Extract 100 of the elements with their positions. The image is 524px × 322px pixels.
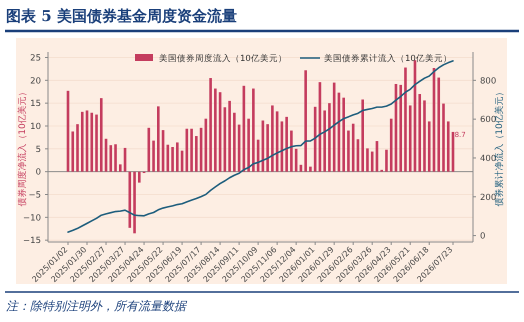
bar	[437, 78, 440, 172]
bar	[290, 130, 293, 172]
bar	[256, 140, 260, 172]
y2-tick-label: 200	[480, 192, 496, 203]
bar	[162, 130, 164, 172]
bar	[332, 82, 336, 172]
bar	[147, 128, 150, 172]
chart-title: 图表 5 美国债券基金周度资金流量	[6, 7, 237, 25]
bar	[285, 116, 288, 172]
bar	[432, 68, 436, 172]
bar	[204, 118, 208, 172]
bar	[200, 128, 202, 172]
y-tick-label: 5	[36, 144, 41, 155]
bar	[124, 148, 126, 172]
bar	[218, 92, 222, 172]
bar	[76, 124, 79, 172]
y-tick-label: 25	[30, 53, 41, 64]
bar	[309, 166, 312, 172]
bar	[361, 100, 364, 172]
y-axis-title: 债券周度净流入（10亿美元）	[17, 87, 28, 207]
y2-tick-label: 800	[480, 76, 496, 86]
bar	[390, 118, 393, 172]
bar	[176, 142, 179, 172]
bar	[342, 98, 345, 172]
bar	[224, 107, 226, 172]
bar	[95, 114, 98, 172]
bar	[418, 94, 422, 172]
bar	[304, 70, 307, 172]
bar	[442, 104, 445, 172]
bar	[356, 139, 360, 172]
bar	[214, 88, 217, 172]
bar	[385, 150, 388, 172]
y-tick-label: 0	[36, 168, 41, 178]
bar	[252, 88, 255, 172]
bar	[133, 172, 136, 234]
bar	[404, 68, 407, 172]
bar	[300, 164, 302, 172]
bar	[228, 100, 231, 172]
bar	[318, 82, 322, 172]
y2-tick-label: 400	[480, 154, 496, 164]
bar	[399, 84, 402, 172]
bar	[408, 105, 412, 172]
bar	[323, 110, 326, 172]
bar	[452, 132, 454, 172]
legend-label: 美国债券累计流入（10亿美元）	[324, 53, 452, 64]
bar	[280, 121, 284, 172]
bar	[157, 106, 160, 172]
bar	[128, 172, 132, 228]
bar	[370, 152, 374, 172]
bar	[394, 84, 398, 172]
bar	[190, 128, 193, 172]
y-tick-label: −10	[23, 213, 41, 224]
bar	[428, 121, 431, 172]
bar	[276, 111, 278, 172]
bar	[233, 112, 236, 172]
bar	[90, 112, 94, 172]
bar	[366, 148, 369, 172]
bar	[314, 106, 316, 172]
bar	[294, 148, 298, 172]
bar	[80, 112, 84, 172]
bar	[209, 78, 212, 172]
bar	[347, 130, 350, 172]
bar	[100, 98, 103, 172]
legend-label: 美国债券周度流入（10亿美元）	[159, 53, 287, 64]
bar	[195, 136, 198, 172]
bar	[114, 144, 117, 172]
bar	[71, 131, 74, 172]
y2-axis-title: 债券累计净流入（10亿美元）	[494, 87, 505, 207]
bar	[180, 150, 184, 172]
bar	[238, 124, 240, 172]
bar	[118, 164, 122, 172]
bar	[247, 118, 250, 172]
bar	[166, 144, 170, 172]
bar	[338, 92, 340, 172]
text: 注：除特别注明外，所有流量数据	[6, 299, 188, 313]
bar	[104, 138, 108, 172]
bar	[328, 103, 331, 172]
bar	[86, 110, 88, 172]
bar	[109, 145, 112, 172]
bar	[66, 90, 70, 172]
y2-tick-label: 0	[480, 232, 486, 242]
y-tick-label: 10	[30, 122, 41, 132]
y-tick-label: −5	[28, 190, 41, 200]
bar	[138, 172, 141, 183]
bar	[414, 60, 416, 172]
y-tick-label: 15	[30, 99, 41, 110]
bar	[186, 128, 188, 172]
bar	[171, 147, 174, 172]
bar	[376, 141, 378, 172]
bar	[352, 124, 354, 172]
y2-tick-label: 600	[480, 115, 496, 126]
bar	[423, 100, 426, 172]
y-tick-label: −15	[23, 236, 41, 246]
bar	[262, 120, 264, 172]
bar	[242, 86, 246, 172]
bar	[152, 140, 155, 172]
bar	[446, 121, 450, 172]
y-tick-label: 20	[30, 76, 41, 86]
bar	[271, 105, 274, 172]
bar	[266, 124, 269, 172]
